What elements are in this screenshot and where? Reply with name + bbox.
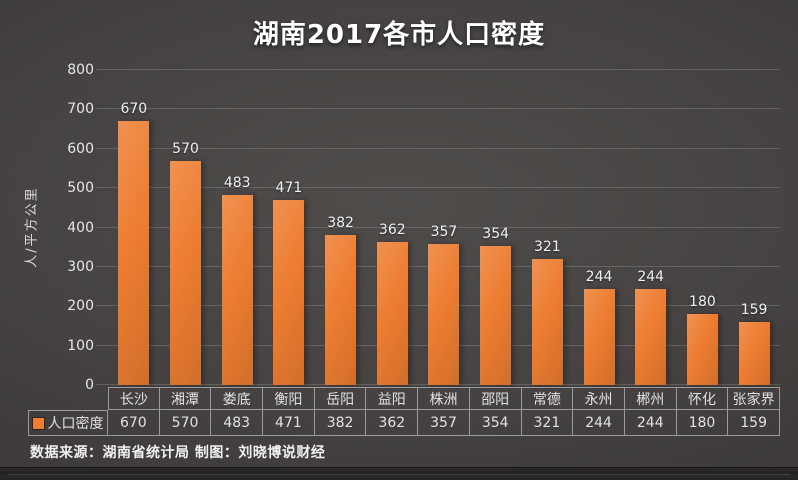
table-value-cell: 180 — [676, 410, 729, 436]
bar-column: 471 — [263, 70, 315, 386]
bar — [635, 288, 667, 386]
table-value-cell: 670 — [108, 410, 160, 436]
table-value-cell: 471 — [263, 410, 315, 436]
table-header-cell: 株洲 — [418, 387, 470, 410]
legend-swatch-icon — [31, 416, 45, 430]
gridline — [96, 226, 780, 228]
table-value-cell: 321 — [521, 410, 574, 436]
gridline — [96, 147, 780, 149]
table-header-cell: 娄底 — [211, 387, 264, 410]
bar-value-label: 180 — [689, 294, 716, 311]
bar-column: 570 — [160, 70, 212, 386]
bar — [170, 160, 202, 386]
legend-cell: 人口密度 — [28, 410, 108, 436]
bar — [376, 242, 408, 385]
table-header-cell: 益阳 — [366, 387, 419, 410]
bar-column: 362 — [366, 70, 418, 385]
bar-value-label: 382 — [327, 214, 354, 231]
y-tick-label: 0 — [85, 377, 94, 393]
table-header-cell: 邵阳 — [469, 387, 522, 410]
bar-column: 354 — [470, 70, 522, 386]
bar — [325, 234, 357, 386]
bar — [480, 245, 512, 386]
bar-column: 244 — [573, 70, 625, 386]
chart-title: 湖南2017各市人口密度 — [252, 20, 546, 50]
bar-value-label: 362 — [378, 222, 406, 239]
table-value-cell: 159 — [728, 410, 780, 436]
plot-area: 0 100 200 300 400 500 600 700 800 670 570 483 471 382… — [67, 62, 780, 393]
bar — [221, 194, 253, 386]
bars-row: 670 570 483 471 382 362 357 354 321 244 244 180 159 — [108, 70, 780, 386]
table-value-cell: 244 — [624, 410, 677, 436]
bar — [531, 258, 563, 386]
table-value-cell: 570 — [159, 410, 212, 436]
bottom-strip-line — [8, 474, 790, 475]
bar-value-label: 244 — [585, 268, 613, 285]
bar — [273, 199, 305, 386]
table-header-cell: 衡阳 — [263, 387, 315, 410]
gridline — [96, 187, 780, 189]
bar-value-label: 570 — [172, 140, 199, 157]
table-value-cell: 244 — [573, 410, 625, 436]
table-header-cell: 湘潭 — [159, 387, 212, 410]
bar-column: 382 — [315, 70, 367, 386]
y-axis-title: 人/平方公里 — [24, 186, 40, 268]
gridline — [96, 69, 780, 70]
bar-column: 357 — [418, 70, 470, 385]
table-value-cell: 354 — [469, 410, 522, 436]
bar-value-label: 357 — [430, 224, 458, 241]
bar-value-label: 471 — [275, 179, 303, 196]
y-tick-label: 100 — [67, 337, 94, 354]
y-tick-label: 800 — [67, 62, 94, 78]
table-header-cell: 张家界 — [728, 387, 780, 410]
bar-column: 159 — [728, 70, 780, 385]
bar-column: 244 — [625, 70, 677, 386]
bar-value-label: 159 — [740, 302, 768, 319]
table-corner-cell — [28, 387, 108, 410]
bar-column: 180 — [677, 70, 729, 385]
bar-column: 321 — [522, 70, 574, 386]
table-header-cell: 郴州 — [624, 387, 677, 410]
bar — [738, 322, 770, 385]
table-header-cell: 长沙 — [108, 387, 160, 410]
y-tick-label: 300 — [67, 258, 94, 275]
footer-credit: 数据来源：湖南省统计局 制图：刘晓博说财经 — [30, 445, 326, 461]
y-tick-label: 500 — [67, 180, 94, 197]
table-header-cell: 常德 — [521, 387, 574, 410]
legend-series-name: 人口密度 — [47, 416, 104, 432]
bar-column: 483 — [211, 70, 263, 386]
y-tick-label: 400 — [67, 219, 94, 236]
table-header-cell: 怀化 — [676, 387, 729, 410]
bar-value-label: 354 — [482, 225, 510, 242]
bar-value-label: 670 — [120, 101, 148, 118]
bottom-strip — [0, 467, 798, 480]
bar — [583, 288, 615, 386]
data-table: 长沙 湘潭 娄底 衡阳 岳阳 益阳 株洲 邵阳 常德 永州 郴州 怀化 张家界人口密度 670 570 483… — [28, 387, 780, 436]
table-header-cell: 岳阳 — [314, 387, 367, 410]
gridline — [96, 108, 780, 110]
y-tick-label: 600 — [67, 140, 94, 157]
bar — [428, 244, 460, 385]
bar-value-label: 483 — [223, 174, 251, 191]
y-tick-label: 200 — [67, 298, 94, 315]
table-value-cell: 382 — [314, 410, 367, 436]
table-value-cell: 362 — [366, 410, 419, 436]
table-value-cell: 483 — [211, 410, 264, 436]
bar-value-label: 244 — [637, 268, 665, 285]
table-header-cell: 永州 — [573, 387, 625, 410]
bar — [118, 121, 150, 385]
bar-column: 670 — [108, 70, 160, 385]
bar-value-label: 321 — [533, 238, 561, 255]
y-tick-label: 700 — [67, 101, 94, 118]
bar — [686, 314, 718, 385]
table-value-cell: 357 — [418, 410, 470, 436]
